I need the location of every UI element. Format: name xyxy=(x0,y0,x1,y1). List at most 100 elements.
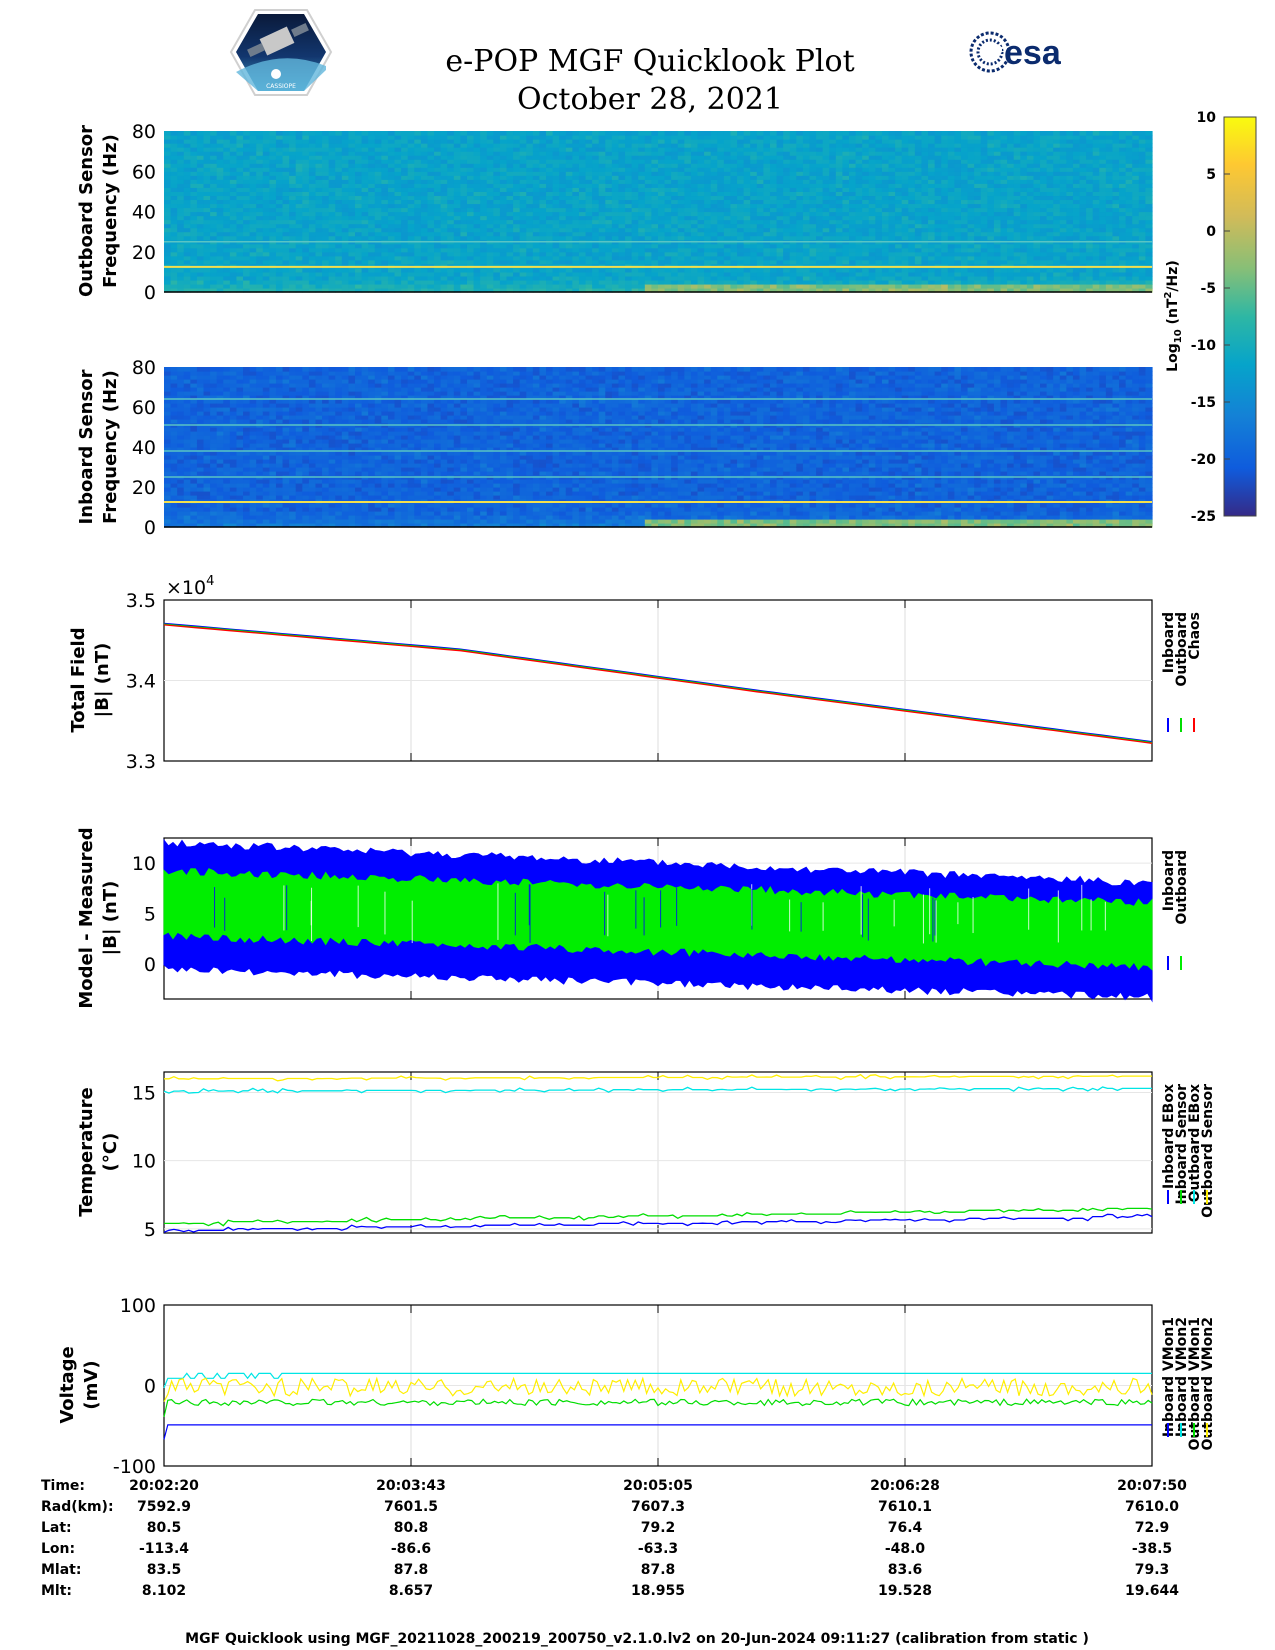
spectrogram-cell xyxy=(302,223,310,229)
spectrogram-cell xyxy=(592,175,600,180)
spectrogram-cell xyxy=(552,219,560,225)
spectrogram-cell xyxy=(355,155,363,160)
spectrogram-cell xyxy=(618,171,626,176)
spectrogram-cell xyxy=(684,183,692,188)
spectrogram-cell xyxy=(671,203,679,209)
spectrogram-cell xyxy=(901,287,909,293)
spectrogram-cell xyxy=(598,271,606,277)
spectrogram-cell xyxy=(875,159,883,164)
spectrogram-cell xyxy=(611,131,620,136)
spectrogram-cell xyxy=(315,267,323,273)
spectrogram-cell xyxy=(302,187,310,192)
spectrogram-cell xyxy=(203,207,211,213)
spectrogram-cell xyxy=(960,199,969,205)
spectrogram-cell xyxy=(335,227,343,233)
spectrogram-cell xyxy=(677,211,685,217)
spectrogram-cell xyxy=(308,211,317,217)
spectrogram-cell xyxy=(763,223,771,229)
spectrogram-cell xyxy=(341,275,350,281)
spectrogram-cell xyxy=(868,271,876,277)
spectrogram-cell xyxy=(282,195,290,201)
spectrogram-cell xyxy=(407,283,415,289)
spectrogram-cell xyxy=(756,207,764,213)
spectrogram-cell xyxy=(348,247,356,253)
spectrogram-cell xyxy=(196,219,205,225)
spectrogram-cell xyxy=(835,199,844,205)
spectrogram-cell xyxy=(664,171,672,176)
spectrogram-cell xyxy=(355,251,363,257)
spectrogram-cell xyxy=(743,163,751,168)
spectrogram-cell xyxy=(295,187,303,192)
spectrogram-cell xyxy=(842,187,850,192)
spectrogram-cell xyxy=(513,231,521,237)
spectrogram-cell xyxy=(434,219,442,225)
spectrogram-cell xyxy=(394,175,402,180)
spectrogram-cell xyxy=(196,255,205,261)
spectrogram-cell xyxy=(960,267,969,273)
spectrogram-cell xyxy=(190,183,198,188)
spectrogram-cell xyxy=(519,199,527,205)
spectrogram-cell xyxy=(499,259,508,265)
spectrogram-cell xyxy=(355,179,363,184)
spectrogram-cell xyxy=(506,231,514,237)
spectrogram-cell xyxy=(822,215,830,221)
spectrogram-cell xyxy=(743,199,751,205)
spectrogram-cell xyxy=(196,231,205,237)
spectrogram-cell xyxy=(928,139,936,144)
spectrogram-cell xyxy=(974,235,982,241)
spectrogram-cell xyxy=(756,147,764,152)
spectrogram-cell xyxy=(585,187,593,192)
spectrogram-cell xyxy=(427,247,435,253)
spectrogram-cell xyxy=(493,235,501,241)
spectrogram-cell xyxy=(394,131,402,136)
spectrogram-cell xyxy=(513,135,521,140)
spectrogram-cell xyxy=(539,195,547,201)
spectrogram-cell xyxy=(374,131,382,136)
spectrogram-cell xyxy=(243,275,251,281)
spectrogram-cell xyxy=(499,195,508,201)
spectrogram-cell xyxy=(473,179,481,184)
spectrogram-cell xyxy=(420,211,429,217)
spectrogram-cell xyxy=(769,179,778,184)
spectrogram-cell xyxy=(960,275,969,281)
spectrogram-cell xyxy=(822,211,830,217)
spectrogram-cell xyxy=(282,167,290,172)
spectrogram-cell xyxy=(401,203,409,209)
spectrogram-cell xyxy=(164,147,172,152)
spectrogram-cell xyxy=(546,179,554,184)
spectrogram-cell xyxy=(216,235,224,241)
spectrogram-cell xyxy=(697,183,705,188)
spectrogram-cell xyxy=(842,271,850,277)
spectrogram-cell xyxy=(631,227,639,233)
spectrogram-cell xyxy=(704,159,712,164)
spectrogram-cell xyxy=(928,143,936,148)
spectrogram-cell xyxy=(229,275,238,281)
spectrogram-cell xyxy=(420,187,429,192)
spectrogram-cell xyxy=(572,183,580,188)
spectrogram-cell xyxy=(941,287,949,293)
spectrogram-cell xyxy=(835,159,844,164)
spectrogram-cell xyxy=(506,235,514,241)
spectrogram-cell xyxy=(914,223,923,229)
spectrogram-cell xyxy=(664,287,672,293)
spectrogram-cell xyxy=(289,163,297,168)
spectrogram-cell xyxy=(447,175,455,180)
spectrogram-cell xyxy=(447,151,455,156)
spectrogram-cell xyxy=(881,259,890,265)
spectrogram-cell xyxy=(526,251,534,257)
spectrogram-cell xyxy=(381,267,389,273)
spectrogram-cell xyxy=(322,287,330,293)
spectrogram-cell xyxy=(750,211,758,217)
spectrogram-cell xyxy=(980,207,988,213)
spectrogram-cell xyxy=(539,267,547,273)
spectrogram-cell xyxy=(493,243,501,249)
spectrogram-cell xyxy=(196,147,205,152)
spectrogram-cell xyxy=(578,139,587,144)
spectrogram-cell xyxy=(348,175,356,180)
spectrogram-cell xyxy=(690,191,699,197)
spectrogram-cell xyxy=(473,191,481,197)
spectrogram-cell xyxy=(974,155,982,160)
spectrogram-cell xyxy=(710,171,718,176)
spectrogram-cell xyxy=(901,219,909,225)
spectrogram-cell xyxy=(183,139,191,144)
